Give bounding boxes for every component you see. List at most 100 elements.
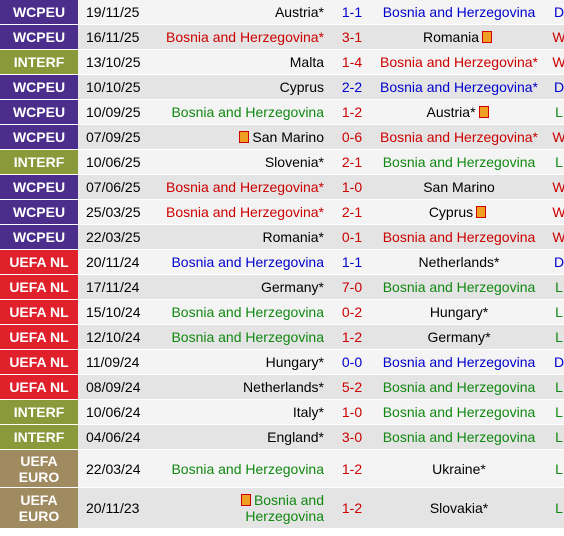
match-score[interactable]: 0-2 — [328, 299, 376, 325]
competition-badge[interactable]: UEFA NL — [0, 324, 78, 350]
competition-badge[interactable]: WCPEU — [0, 224, 78, 250]
home-team[interactable]: Bosnia and Herzegovina — [158, 449, 328, 488]
home-team[interactable]: Italy* — [158, 399, 328, 425]
away-team[interactable]: Hungary* — [376, 299, 542, 325]
competition-badge[interactable]: WCPEU — [0, 124, 78, 150]
match-score[interactable]: 1-1 — [328, 0, 376, 25]
home-team[interactable]: Bosnia and Herzegovina — [158, 324, 328, 350]
home-team[interactable]: Bosnia and Herzegovina — [158, 299, 328, 325]
home-team[interactable]: Cyprus — [158, 74, 328, 100]
away-team-marker: * — [485, 329, 491, 345]
home-team[interactable]: Germany* — [158, 274, 328, 300]
home-team[interactable]: England* — [158, 424, 328, 450]
home-team[interactable]: Romania* — [158, 224, 328, 250]
away-team[interactable]: Bosnia and Herzegovina — [376, 349, 542, 375]
competition-badge[interactable]: UEFA NL — [0, 249, 78, 275]
competition-badge[interactable]: UEFA NL — [0, 299, 78, 325]
competition-badge[interactable]: UEFA EURO — [0, 449, 78, 488]
match-date: 16/11/25 — [78, 24, 158, 50]
match-score[interactable]: 2-1 — [328, 199, 376, 225]
competition-badge[interactable]: UEFA EURO — [0, 487, 78, 529]
match-score[interactable]: 1-0 — [328, 174, 376, 200]
away-team[interactable]: Bosnia and Herzegovina — [376, 224, 542, 250]
competition-badge[interactable]: WCPEU — [0, 174, 78, 200]
red-card-icon — [239, 131, 250, 143]
competition-badge[interactable]: WCPEU — [0, 74, 78, 100]
match-result: L — [542, 399, 564, 425]
home-team[interactable]: Netherlands* — [158, 374, 328, 400]
competition-badge[interactable]: INTERF — [0, 399, 78, 425]
match-score[interactable]: 1-2 — [328, 99, 376, 125]
competition-badge[interactable]: WCPEU — [0, 0, 78, 25]
match-score[interactable]: 1-0 — [328, 399, 376, 425]
competition-badge[interactable]: WCPEU — [0, 24, 78, 50]
match-result: L — [542, 149, 564, 175]
match-date: 13/10/25 — [78, 49, 158, 75]
match-score[interactable]: 1-2 — [328, 487, 376, 529]
away-team[interactable]: Bosnia and Herzegovina — [376, 424, 542, 450]
match-score[interactable]: 3-0 — [328, 424, 376, 450]
away-team[interactable]: Bosnia and Herzegovina* — [376, 74, 542, 100]
match-row: WCPEU 19/11/25 Austria* 1-1 Bosnia and Herze… — [0, 0, 564, 25]
match-row: WCPEU 10/10/25 Cyprus 2-2 Bosnia and Herzego… — [0, 74, 564, 100]
match-date-text: 20/11/23 — [86, 500, 140, 516]
away-team-name: Bosnia and Herzegovina — [382, 229, 536, 245]
away-team[interactable]: Ukraine* — [376, 449, 542, 488]
home-team[interactable]: Austria* — [158, 0, 328, 25]
match-score[interactable]: 2-1 — [328, 149, 376, 175]
away-team[interactable]: Bosnia and Herzegovina — [376, 149, 542, 175]
home-team[interactable]: Bosnia and Herzegovina — [158, 99, 328, 125]
match-result-text: L — [555, 279, 563, 295]
competition-badge[interactable]: INTERF — [0, 424, 78, 450]
match-score[interactable]: 1-1 — [328, 249, 376, 275]
competition-badge[interactable]: WCPEU — [0, 99, 78, 125]
match-score[interactable]: 5-2 — [328, 374, 376, 400]
away-team[interactable]: San Marino — [376, 174, 542, 200]
competition-badge[interactable]: UEFA NL — [0, 349, 78, 375]
away-team[interactable]: Cyprus — [376, 199, 542, 225]
away-team[interactable]: Bosnia and Herzegovina — [376, 274, 542, 300]
home-team[interactable]: Hungary* — [158, 349, 328, 375]
match-result-text: W — [552, 204, 564, 220]
match-score[interactable]: 0-0 — [328, 349, 376, 375]
match-row: UEFA NL 11/09/24 Hungary* 0-0 Bosnia and Her… — [0, 349, 564, 375]
away-team[interactable]: Bosnia and Herzegovina* — [376, 49, 542, 75]
home-team[interactable]: Bosnia and Herzegovina — [158, 249, 328, 275]
competition-badge[interactable]: WCPEU — [0, 199, 78, 225]
away-team[interactable]: Netherlands* — [376, 249, 542, 275]
away-team[interactable]: Bosnia and Herzegovina* — [376, 124, 542, 150]
away-team[interactable]: Romania — [376, 24, 542, 50]
away-team-name: Bosnia and Herzegovina — [382, 4, 536, 20]
away-team[interactable]: Bosnia and Herzegovina — [376, 0, 542, 25]
home-team[interactable]: Slovenia* — [158, 149, 328, 175]
match-score-text: 2-1 — [341, 204, 363, 220]
away-team-name: Bosnia and Herzegovina — [380, 129, 533, 145]
away-team[interactable]: Bosnia and Herzegovina — [376, 399, 542, 425]
home-team[interactable]: Bosnia and Herzegovina* — [158, 24, 328, 50]
competition-badge[interactable]: INTERF — [0, 49, 78, 75]
match-result-text: D — [553, 79, 564, 95]
away-team[interactable]: Germany* — [376, 324, 542, 350]
competition-badge[interactable]: UEFA NL — [0, 374, 78, 400]
away-team[interactable]: Slovakia* — [376, 487, 542, 529]
match-score[interactable]: 0-1 — [328, 224, 376, 250]
match-score[interactable]: 2-2 — [328, 74, 376, 100]
home-team[interactable]: Malta — [158, 49, 328, 75]
home-team[interactable]: Bosnia and Herzegovina — [158, 487, 328, 529]
away-team[interactable]: Austria* — [376, 99, 542, 125]
match-result: W — [542, 199, 564, 225]
match-result-text: W — [552, 129, 564, 145]
match-score[interactable]: 0-6 — [328, 124, 376, 150]
competition-badge[interactable]: INTERF — [0, 149, 78, 175]
home-team[interactable]: Bosnia and Herzegovina* — [158, 174, 328, 200]
match-score[interactable]: 3-1 — [328, 24, 376, 50]
match-score[interactable]: 7-0 — [328, 274, 376, 300]
match-score[interactable]: 1-2 — [328, 324, 376, 350]
match-score[interactable]: 1-4 — [328, 49, 376, 75]
home-team[interactable]: San Marino — [158, 124, 328, 150]
competition-badge[interactable]: UEFA NL — [0, 274, 78, 300]
match-score[interactable]: 1-2 — [328, 449, 376, 488]
home-team[interactable]: Bosnia and Herzegovina* — [158, 199, 328, 225]
match-result-text: D — [553, 354, 564, 370]
away-team[interactable]: Bosnia and Herzegovina — [376, 374, 542, 400]
